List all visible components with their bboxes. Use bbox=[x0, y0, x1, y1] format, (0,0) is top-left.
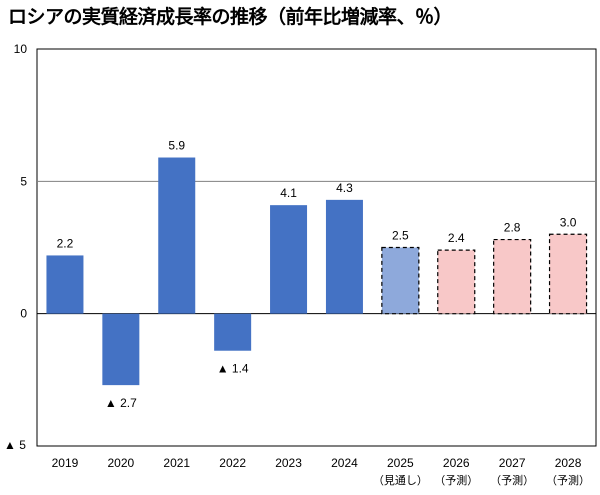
bar-2022 bbox=[214, 313, 252, 351]
data-label: 3.0 bbox=[560, 215, 577, 229]
bar-2024 bbox=[325, 199, 363, 314]
data-label: ▲ 2.7 bbox=[105, 396, 137, 410]
plot-frame bbox=[36, 48, 597, 447]
x-tick-label: 2025 bbox=[387, 456, 414, 470]
x-tick-label: 2021 bbox=[163, 456, 190, 470]
x-tick-label: 2024 bbox=[331, 456, 358, 470]
data-label: 4.3 bbox=[336, 181, 353, 195]
bar-2027 bbox=[493, 238, 532, 315]
data-label: ▲ 1.4 bbox=[217, 362, 249, 376]
x-tick-label: 2020 bbox=[107, 456, 134, 470]
data-label: 2.2 bbox=[57, 236, 74, 250]
data-label: 2.8 bbox=[504, 221, 521, 235]
x-tick-sublabel: （予測） bbox=[490, 473, 534, 487]
bar-2025 bbox=[381, 246, 420, 315]
x-tick-sublabel: （予測） bbox=[434, 473, 478, 487]
data-label: 2.4 bbox=[448, 231, 465, 245]
y-tick-label: 0 bbox=[20, 307, 27, 321]
y-tick-label: 5 bbox=[20, 174, 27, 188]
chart-title: ロシアの実質経済成長率の推移（前年比増減率、％） bbox=[8, 6, 453, 28]
x-tick-label: 2027 bbox=[499, 456, 526, 470]
bar-2019 bbox=[46, 255, 84, 314]
data-label: 5.9 bbox=[168, 139, 185, 153]
y-tick-label: ▲ 5 bbox=[4, 438, 26, 452]
bar-2023 bbox=[270, 205, 308, 314]
x-tick-label: 2019 bbox=[52, 456, 79, 470]
x-tick-label: 2026 bbox=[443, 456, 470, 470]
bar-2028 bbox=[548, 233, 588, 315]
y-tick-label: 10 bbox=[14, 42, 28, 56]
x-tick-sublabel: （予測） bbox=[546, 473, 590, 487]
x-tick-label: 2028 bbox=[555, 456, 582, 470]
x-tick-label: 2022 bbox=[219, 456, 246, 470]
bar-2020 bbox=[102, 313, 140, 386]
bar-2026 bbox=[437, 249, 476, 315]
x-tick-label: 2023 bbox=[275, 456, 302, 470]
x-tick-sublabel: （見通し） bbox=[373, 474, 428, 487]
data-label: 2.5 bbox=[392, 229, 409, 243]
bar-2021 bbox=[158, 157, 196, 314]
data-label: 4.1 bbox=[280, 186, 297, 200]
